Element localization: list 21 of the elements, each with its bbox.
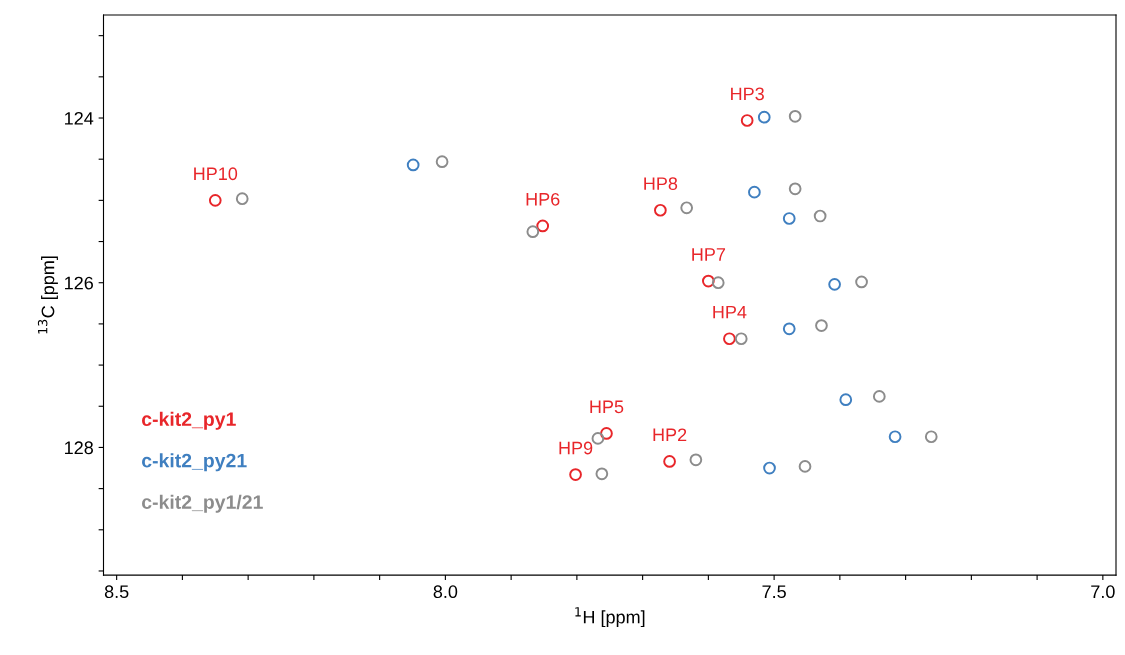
y-tick-label: 126	[65, 276, 93, 290]
annotation: HP9	[559, 441, 593, 455]
y-tick-label: 128	[65, 441, 93, 455]
annotation: HP10	[194, 167, 238, 181]
x-tick-label: 7.0	[1091, 585, 1115, 599]
annotation: HP5	[590, 400, 624, 414]
y-axis-title: $^{13}$C [ppm]	[37, 256, 58, 334]
annotation: HP8	[644, 177, 678, 191]
x-tick-label: 8.0	[433, 585, 458, 599]
x-tick-label: 7.5	[762, 585, 786, 599]
annotation: HP4	[713, 305, 747, 319]
text: c-kit2_py21	[142, 453, 247, 472]
annotation: HP3	[731, 87, 764, 101]
x-tick-label: 8.5	[104, 585, 129, 599]
annotation: HP7	[692, 248, 726, 261]
x-axis-title: $^{1}$H [ppm]	[575, 607, 645, 628]
y-tick-label: 124	[65, 111, 94, 125]
text: c-kit2_py1/21	[142, 494, 263, 513]
annotation: HP2	[653, 428, 687, 442]
annotation: HP6	[526, 192, 560, 206]
text: c-kit2_py1	[142, 411, 236, 430]
